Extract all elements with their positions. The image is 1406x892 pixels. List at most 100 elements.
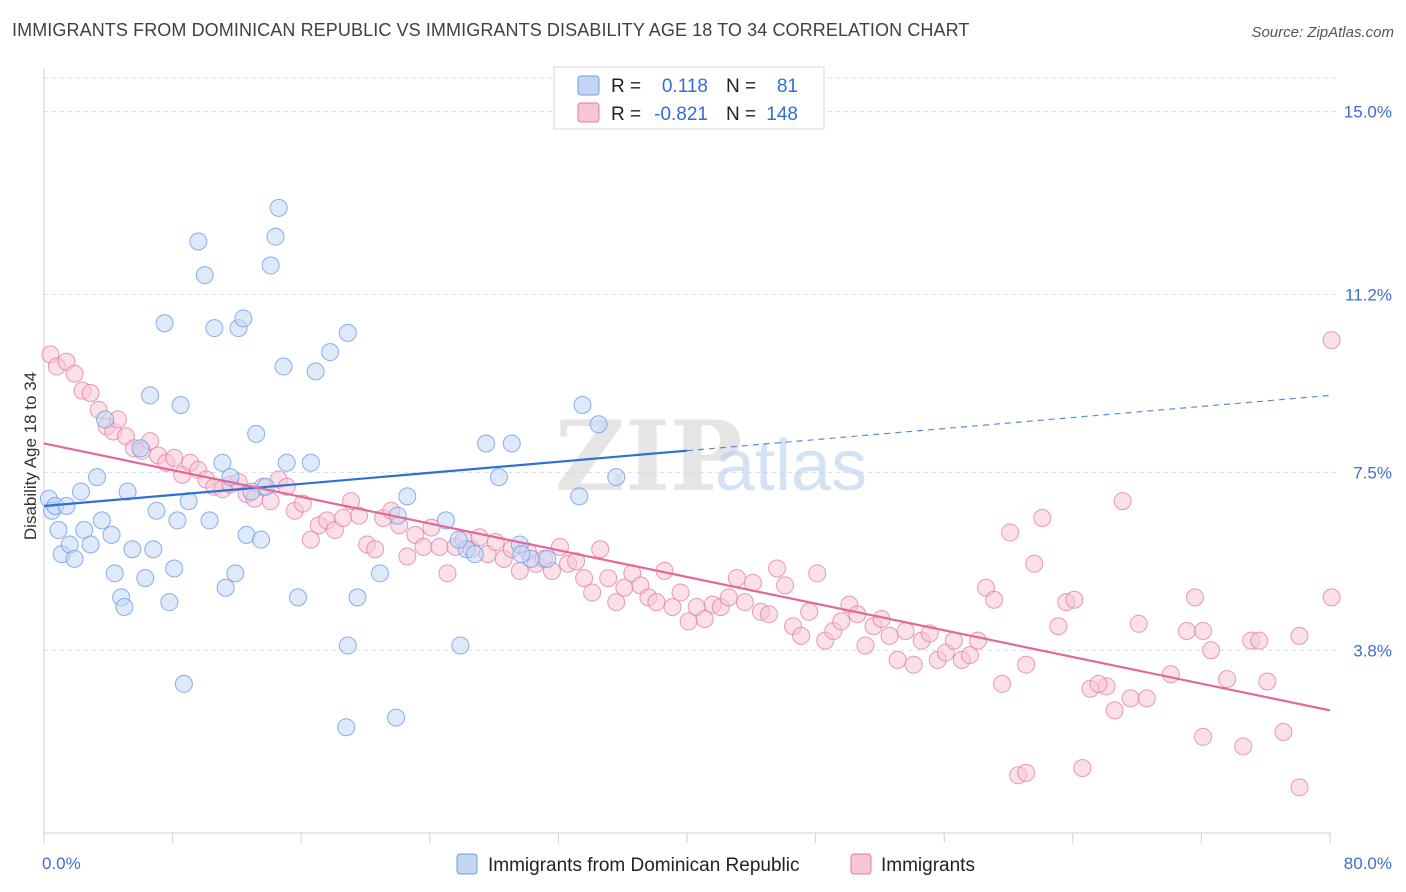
point-immigrants [671, 583, 690, 602]
y-tick-label: 7.5% [1353, 463, 1392, 482]
point-dominican [105, 564, 124, 583]
point-immigrants [65, 364, 84, 383]
point-immigrants [1073, 759, 1092, 778]
legend-r-label-1: R = [611, 76, 641, 97]
point-dominican [277, 453, 296, 472]
point-dominican [195, 266, 214, 285]
point-dominican [200, 511, 219, 530]
point-dominican [269, 198, 288, 217]
point-dominican [387, 708, 406, 727]
point-immigrants [808, 564, 827, 583]
point-dominican [205, 319, 224, 338]
point-dominican [502, 434, 521, 453]
point-immigrants [1218, 670, 1237, 689]
point-dominican [118, 482, 137, 501]
point-immigrants [438, 564, 457, 583]
legend-swatch-dominican [577, 75, 600, 96]
point-immigrants [1322, 588, 1341, 607]
point-dominican [348, 588, 367, 607]
point-immigrants [599, 569, 618, 588]
point-immigrants [735, 593, 754, 612]
point-dominican [92, 511, 111, 530]
grid-lines [44, 77, 1336, 651]
point-dominican [589, 415, 608, 434]
legend-r-value-2: -0.821 [654, 104, 708, 125]
point-dominican [147, 501, 166, 520]
point-dominican [216, 578, 235, 597]
point-immigrants [293, 494, 312, 513]
point-dominican [123, 540, 142, 559]
point-immigrants [695, 610, 714, 629]
point-dominican [465, 545, 484, 564]
point-immigrants [944, 631, 963, 650]
point-immigrants [591, 540, 610, 559]
point-dominican [174, 674, 193, 693]
point-immigrants [960, 646, 979, 665]
point-immigrants [985, 590, 1004, 609]
point-dominican [247, 424, 266, 443]
series-dominican-points [39, 102, 626, 737]
point-immigrants [663, 597, 682, 616]
point-immigrants [759, 605, 778, 624]
point-dominican [266, 227, 285, 246]
point-dominican [261, 256, 280, 275]
point-dominican [136, 569, 155, 588]
point-dominican [168, 511, 187, 530]
legend-r-label-2: R = [611, 104, 641, 125]
point-immigrants [727, 569, 746, 588]
point-immigrants [1137, 689, 1156, 708]
point-dominican [301, 453, 320, 472]
point-dominican [71, 482, 90, 501]
point-immigrants [1202, 641, 1221, 660]
x-tick-labels: 0.0% 80.0% [42, 854, 1392, 873]
point-immigrants [1274, 723, 1293, 742]
point-dominican [115, 597, 134, 616]
point-immigrants [1025, 554, 1044, 573]
legend-n-label-1: N = [726, 76, 756, 97]
point-dominican [179, 492, 198, 511]
point-dominican [451, 636, 470, 655]
point-dominican [436, 511, 455, 530]
point-dominican [234, 309, 253, 328]
point-immigrants [993, 674, 1012, 693]
point-dominican [160, 593, 179, 612]
point-immigrants [1049, 617, 1068, 636]
point-dominican [337, 718, 356, 737]
point-immigrants [165, 448, 184, 467]
trend-line-dominican [43, 449, 688, 508]
stats-legend: R = 0.118 N = 81 R = -0.821 N = 148 [553, 66, 825, 130]
point-immigrants [350, 506, 369, 525]
trend-line-immigrants [43, 442, 1331, 712]
point-dominican [226, 564, 245, 583]
y-tick-label: 11.2% [1345, 285, 1392, 304]
point-immigrants [647, 593, 666, 612]
point-immigrants [1290, 778, 1309, 797]
point-dominican [321, 343, 340, 362]
trend-lines [43, 394, 1331, 712]
point-immigrants [583, 583, 602, 602]
point-dominican [252, 530, 271, 549]
trend-line-dominican-extrapolated [686, 394, 1331, 452]
point-dominican [573, 396, 592, 415]
point-immigrants [776, 576, 795, 595]
watermark-atlas: atlas [715, 426, 867, 506]
point-immigrants [1129, 614, 1148, 633]
point-immigrants [880, 626, 899, 645]
point-immigrants [1017, 655, 1036, 674]
point-immigrants [333, 509, 352, 528]
point-dominican [81, 535, 100, 554]
point-immigrants [1250, 631, 1269, 650]
point-dominican [489, 468, 508, 487]
point-immigrants [888, 650, 907, 669]
point-dominican [477, 434, 496, 453]
x-tick-label-max: 80.0% [1344, 854, 1392, 873]
point-dominican [144, 540, 163, 559]
point-immigrants [366, 540, 385, 559]
point-dominican [189, 232, 208, 251]
point-immigrants [1177, 622, 1196, 641]
point-immigrants [1017, 763, 1036, 782]
point-immigrants [1113, 492, 1132, 511]
point-dominican [338, 636, 357, 655]
point-dominican [65, 549, 84, 568]
